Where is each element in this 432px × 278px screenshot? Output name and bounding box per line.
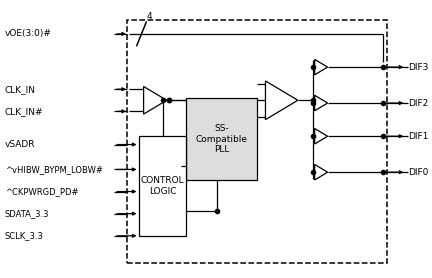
Text: DIF3: DIF3 (408, 63, 429, 71)
Bar (127, 20, 388, 264)
Polygon shape (143, 86, 167, 114)
Bar (186, 98, 257, 180)
Text: ^vHIBW_BYPM_LOBW#: ^vHIBW_BYPM_LOBW# (5, 165, 103, 174)
Text: DIF2: DIF2 (408, 98, 429, 108)
Text: SS-
Compatible
PLL: SS- Compatible PLL (195, 124, 248, 154)
Text: SCLK_3.3: SCLK_3.3 (5, 231, 44, 240)
Text: vOE(3:0)#: vOE(3:0)# (5, 29, 52, 38)
Text: ^CKPWRGD_PD#: ^CKPWRGD_PD# (5, 187, 78, 196)
Text: DIF0: DIF0 (408, 168, 429, 177)
Text: 4: 4 (147, 13, 152, 21)
Polygon shape (314, 165, 327, 180)
Polygon shape (314, 59, 327, 75)
Text: CLK_IN#: CLK_IN# (5, 107, 43, 116)
Polygon shape (266, 81, 298, 120)
Text: vSADR: vSADR (5, 140, 35, 149)
Polygon shape (314, 128, 327, 144)
Polygon shape (314, 95, 327, 111)
Text: SDATA_3.3: SDATA_3.3 (5, 209, 49, 218)
Bar (140, 136, 186, 236)
Text: CLK_IN: CLK_IN (5, 85, 36, 94)
Text: DIF1: DIF1 (408, 132, 429, 141)
Text: CONTROL
LOGIC: CONTROL LOGIC (141, 176, 184, 196)
